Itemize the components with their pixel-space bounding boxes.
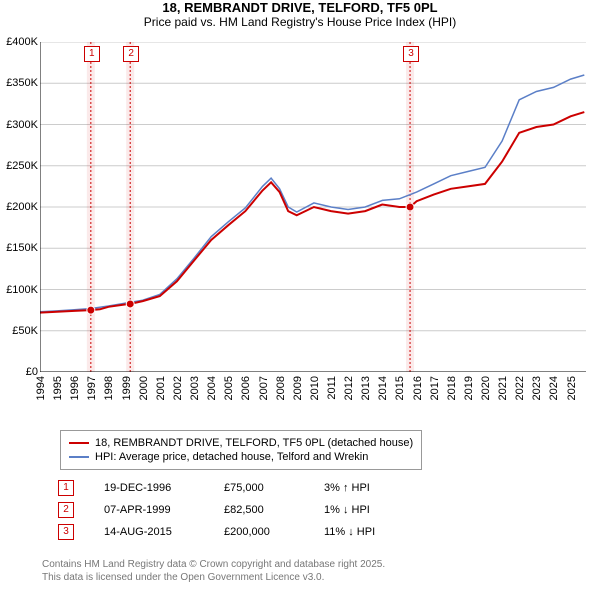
sale-row: 1 19-DEC-1996 £75,000 3% ↑ HPI: [58, 480, 370, 496]
marker-floating-label: 1: [84, 46, 100, 62]
sale-price: £75,000: [224, 482, 294, 494]
sale-delta: 3% ↑ HPI: [324, 482, 370, 494]
sale-marker: 1: [58, 480, 74, 496]
sale-price: £200,000: [224, 526, 294, 538]
legend-label: 18, REMBRANDT DRIVE, TELFORD, TF5 0PL (d…: [95, 437, 413, 449]
x-tick-label: 2014: [377, 376, 389, 400]
x-tick-label: 1995: [52, 376, 64, 400]
x-tick-label: 2022: [514, 376, 526, 400]
x-tick-label: 2015: [394, 376, 406, 400]
legend-row: 18, REMBRANDT DRIVE, TELFORD, TF5 0PL (d…: [69, 437, 413, 449]
x-tick-label: 1994: [35, 376, 47, 400]
x-tick-label: 2003: [189, 376, 201, 400]
chart-title: 18, REMBRANDT DRIVE, TELFORD, TF5 0PL: [0, 0, 600, 15]
footer-attribution: Contains HM Land Registry data © Crown c…: [42, 558, 385, 584]
x-tick-label: 2024: [548, 376, 560, 400]
x-tick-label: 2001: [155, 376, 167, 400]
sale-price: £82,500: [224, 504, 294, 516]
footer-line: This data is licensed under the Open Gov…: [42, 571, 385, 584]
x-tick-label: 2011: [326, 376, 338, 400]
sale-delta: 1% ↓ HPI: [324, 504, 370, 516]
x-tick-label: 1996: [69, 376, 81, 400]
sale-date: 19-DEC-1996: [104, 482, 194, 494]
x-tick-label: 2012: [343, 376, 355, 400]
x-tick-label: 2009: [292, 376, 304, 400]
x-tick-label: 1998: [103, 376, 115, 400]
x-tick-label: 2002: [172, 376, 184, 400]
x-tick-label: 2019: [463, 376, 475, 400]
legend-label: HPI: Average price, detached house, Telf…: [95, 451, 368, 463]
x-tick-label: 1999: [121, 376, 133, 400]
x-tick-label: 2008: [275, 376, 287, 400]
legend-swatch: [69, 442, 89, 444]
plot-area: [40, 42, 586, 372]
sale-marker: 2: [58, 502, 74, 518]
x-tick-label: 2000: [138, 376, 150, 400]
x-tick-label: 2006: [240, 376, 252, 400]
x-tick-label: 2007: [258, 376, 270, 400]
marker-floating-label: 2: [123, 46, 139, 62]
x-tick-label: 2020: [480, 376, 492, 400]
y-tick-label: £400K: [6, 36, 38, 48]
x-tick-label: 2021: [497, 376, 509, 400]
sale-row: 3 14-AUG-2015 £200,000 11% ↓ HPI: [58, 524, 375, 540]
x-tick-label: 2016: [412, 376, 424, 400]
sale-delta: 11% ↓ HPI: [324, 526, 375, 538]
chart-subtitle: Price paid vs. HM Land Registry's House …: [0, 15, 600, 29]
legend-swatch: [69, 456, 89, 458]
y-tick-label: £150K: [6, 242, 38, 254]
y-tick-label: £350K: [6, 77, 38, 89]
x-tick-label: 2025: [566, 376, 578, 400]
footer-line: Contains HM Land Registry data © Crown c…: [42, 558, 385, 571]
x-tick-label: 1997: [86, 376, 98, 400]
sale-date: 14-AUG-2015: [104, 526, 194, 538]
y-tick-label: £200K: [6, 201, 38, 213]
chart-svg: [40, 42, 586, 372]
y-tick-label: £300K: [6, 119, 38, 131]
sale-row: 2 07-APR-1999 £82,500 1% ↓ HPI: [58, 502, 370, 518]
x-tick-label: 2010: [309, 376, 321, 400]
legend-row: HPI: Average price, detached house, Telf…: [69, 451, 413, 463]
x-tick-label: 2004: [206, 376, 218, 400]
x-tick-label: 2017: [429, 376, 441, 400]
y-tick-label: £50K: [12, 325, 38, 337]
sale-date: 07-APR-1999: [104, 504, 194, 516]
x-tick-label: 2013: [360, 376, 372, 400]
x-tick-label: 2018: [446, 376, 458, 400]
marker-floating-label: 3: [403, 46, 419, 62]
legend: 18, REMBRANDT DRIVE, TELFORD, TF5 0PL (d…: [60, 430, 422, 470]
chart-container: 18, REMBRANDT DRIVE, TELFORD, TF5 0PL Pr…: [0, 0, 600, 590]
y-tick-label: £250K: [6, 160, 38, 172]
x-tick-label: 2023: [531, 376, 543, 400]
x-tick-label: 2005: [223, 376, 235, 400]
sale-marker: 3: [58, 524, 74, 540]
y-tick-label: £100K: [6, 284, 38, 296]
